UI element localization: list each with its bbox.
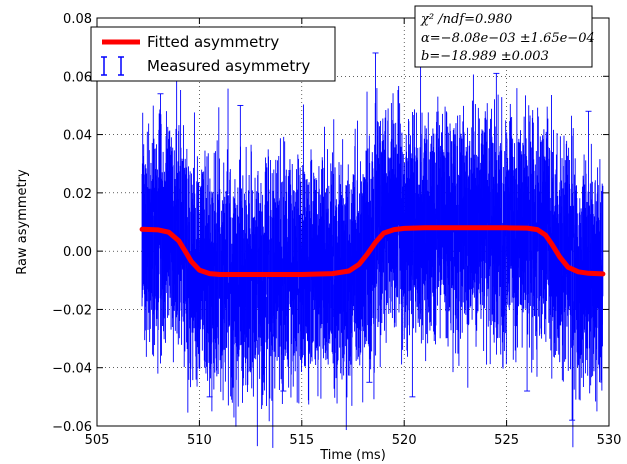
x-tick-label: 515 (289, 433, 314, 448)
stats-box-frame (414, 5, 593, 68)
x-tick-label: 520 (392, 433, 417, 448)
x-tick-label: 505 (85, 433, 110, 448)
stats-b-name: b (421, 49, 429, 64)
x-tick-label: 530 (597, 433, 622, 448)
y-tick-label: 0.04 (63, 129, 92, 144)
stats-alpha-value: =−8.08e−03 ±1.65e−04 (430, 31, 595, 46)
x-tick-label: 525 (494, 433, 519, 448)
y-tick-label: 0.08 (63, 12, 92, 27)
legend-data-swatch (101, 56, 124, 76)
legend: Fitted asymmetry Measured asymmetry (90, 26, 336, 82)
legend-fit-label: Fitted asymmetry (147, 33, 279, 51)
x-axis-label: Time (ms) (319, 448, 386, 463)
plot-area (139, 46, 606, 448)
stats-alpha-line: α=−8.08e−03 ±1.65e−04 (421, 31, 595, 46)
y-tick-label: −0.06 (52, 420, 92, 435)
fitted-asymmetry-line (139, 225, 606, 277)
y-tick-label: −0.04 (52, 362, 92, 377)
y-tick-label: 0.02 (63, 187, 92, 202)
stats-chi2-value: =0.980 (464, 12, 512, 27)
fit-stats-box: χ² /ndf=0.980 α=−8.08e−03 ±1.65e−04 b=−1… (414, 5, 595, 68)
legend-box (90, 26, 336, 82)
y-tick-label: −0.02 (52, 303, 92, 318)
stats-alpha-name: α (421, 31, 430, 46)
plot-frame (96, 17, 610, 427)
axis-ticks: 505 510 515 520 525 530 −0.06 −0.04 −0.02 0.00 0.0… (52, 12, 621, 448)
x-tick-label: 510 (187, 433, 212, 448)
y-axis-label: Raw asymmetry (15, 169, 30, 275)
stats-chi2-name: χ² /ndf (420, 12, 466, 27)
y-tick-label: 0.00 (63, 245, 92, 260)
stats-chi2-line: χ² /ndf=0.980 (420, 12, 512, 27)
stats-b-line: b=−18.989 ±0.003 (421, 49, 549, 64)
legend-data-label: Measured asymmetry (147, 57, 310, 75)
y-tick-label: 0.06 (63, 70, 92, 85)
stats-b-value: =−18.989 ±0.003 (429, 49, 549, 64)
